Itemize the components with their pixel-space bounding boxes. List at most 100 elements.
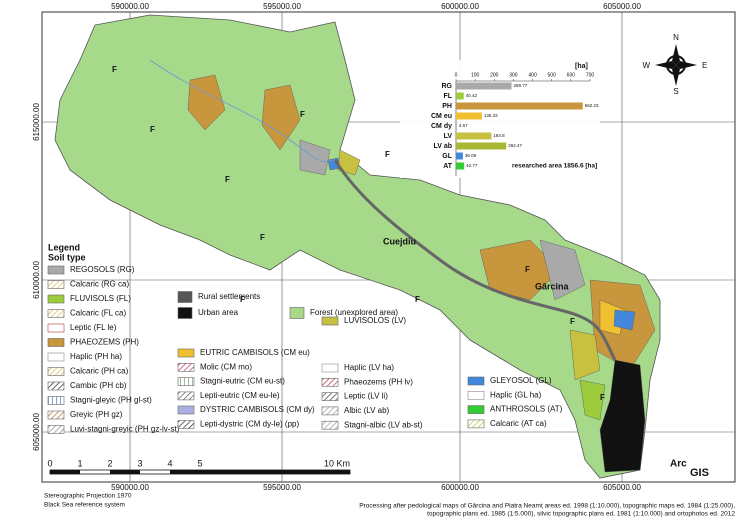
coord-label: 600000.00	[441, 483, 479, 492]
legend-label: PHAEOZEMS (PH)	[70, 338, 139, 347]
coord-label: 595000.00	[263, 2, 301, 11]
category-label: LV	[444, 133, 453, 140]
legend-label: Calcaric (RG ca)	[70, 280, 129, 289]
legend-label: Rural settlements	[198, 292, 260, 301]
legend-label: Calcaric (FL ca)	[70, 309, 126, 318]
legend-swatch	[467, 405, 485, 414]
x-tick-label: 500	[548, 72, 557, 78]
category-label: CM eu	[431, 113, 452, 120]
coord-label: 600000.00	[441, 2, 479, 11]
bar	[456, 112, 482, 120]
legend-swatch	[177, 348, 195, 358]
legend-label: Cambic (PH cb)	[70, 381, 127, 390]
value-label: 262.47	[508, 143, 522, 148]
legend-label: Haplic (LV ha)	[344, 363, 394, 372]
legend-swatch	[47, 381, 65, 391]
legend-label: DYSTRIC CAMBISOLS (CM dy)	[200, 405, 315, 414]
value-label: 135.33	[484, 113, 498, 118]
forest-mark: F	[260, 233, 265, 242]
legend-label: Urban area	[198, 308, 239, 317]
legend-swatch	[47, 280, 65, 289]
bar	[456, 122, 457, 130]
category-label: AT	[443, 163, 453, 170]
legend-label: Stagni-eutric (CM eu-st)	[200, 377, 285, 386]
value-label: 36.09	[465, 153, 477, 158]
legend-swatch	[47, 425, 65, 434]
scale-bar	[49, 469, 351, 475]
legend-swatch	[467, 376, 485, 386]
forest-mark: F	[112, 65, 117, 74]
value-label: 42.77	[466, 163, 478, 168]
category-label: LV ab	[433, 143, 452, 150]
bar	[456, 162, 465, 170]
coord-label: 590000.00	[111, 483, 149, 492]
legend-swatch	[177, 362, 195, 372]
forest-mark: F	[600, 393, 605, 402]
bar	[456, 132, 492, 140]
scale-label: 4	[167, 458, 172, 468]
compass-e: E	[702, 61, 707, 70]
legend-swatch	[47, 352, 65, 362]
x-tick-label: 700	[586, 72, 595, 78]
legend-swatch	[47, 367, 65, 376]
place-label: Gârcina	[535, 281, 570, 291]
footer-text: topographic plans ed. 1985 (1:5.000), si…	[427, 511, 735, 518]
legend-swatch	[321, 392, 339, 401]
category-label: RG	[442, 83, 453, 90]
legend-label: Albic (LV ab)	[344, 406, 390, 415]
legend-swatch	[321, 377, 339, 387]
river	[333, 159, 617, 361]
x-tick-label: 300	[509, 72, 518, 78]
compass-n: N	[673, 33, 679, 42]
value-label: 184.8	[493, 133, 505, 138]
legend-label: Luvi-stagni-greyic (PH gz-lv-st)	[70, 425, 180, 434]
x-tick-label: 400	[528, 72, 537, 78]
legend-label: Lepti-eutric (CM eu-le)	[200, 391, 280, 400]
compass-w: W	[642, 61, 650, 70]
category-label: GL	[442, 153, 452, 160]
stream	[149, 59, 336, 162]
inset-background	[400, 60, 600, 178]
value-label: 662.23	[585, 103, 599, 108]
legend-swatch	[321, 420, 339, 430]
scale-label: 10 Km	[324, 458, 350, 468]
forest-mark: F	[570, 317, 575, 326]
value-label: 289.77	[513, 83, 527, 88]
legend-label: Leptic (LV li)	[344, 392, 388, 401]
place-label: Cuejdiu	[383, 236, 416, 246]
x-tick-label: 0	[455, 72, 458, 78]
legend-swatch	[47, 396, 65, 405]
forest-mark: F	[525, 265, 530, 274]
compass	[655, 44, 697, 86]
legend-swatch	[289, 307, 305, 319]
footer-text: Stereographic Projection 1970	[44, 493, 132, 500]
coord-label: 605000.00	[32, 413, 41, 451]
scale-label: 3	[137, 458, 142, 468]
legend-swatch	[177, 405, 195, 415]
scale-label: 2	[107, 458, 112, 468]
legend-title: Legend	[48, 242, 80, 252]
legend-swatch	[47, 323, 65, 333]
coord-label: 605000.00	[603, 483, 641, 492]
forest-mark: F	[150, 125, 155, 134]
forest-mark: F	[300, 110, 305, 119]
value-label: 40.42	[466, 93, 478, 98]
category-label: CM dy	[431, 123, 452, 130]
bar	[456, 152, 463, 160]
legend-label: Stagni-albic (LV ab-st)	[344, 420, 423, 429]
legend-swatch	[47, 265, 65, 275]
legend-swatch	[467, 419, 485, 429]
legend-swatch	[177, 420, 195, 429]
legend-subtitle: Soil type	[48, 252, 86, 262]
legend-label: Molic (CM mo)	[200, 362, 252, 371]
footer-text: Black Sea reference system	[44, 502, 125, 509]
legend-label: Haplic (GL ha)	[490, 390, 542, 399]
bar	[456, 82, 512, 90]
legend-label: Leptic (FL le)	[70, 323, 117, 332]
legend-swatch	[47, 410, 65, 420]
legend-label: Greyic (PH gz)	[70, 410, 123, 419]
x-tick-label: 600	[567, 72, 576, 78]
legend-swatch	[177, 377, 195, 386]
scale-label: 1	[77, 458, 82, 468]
